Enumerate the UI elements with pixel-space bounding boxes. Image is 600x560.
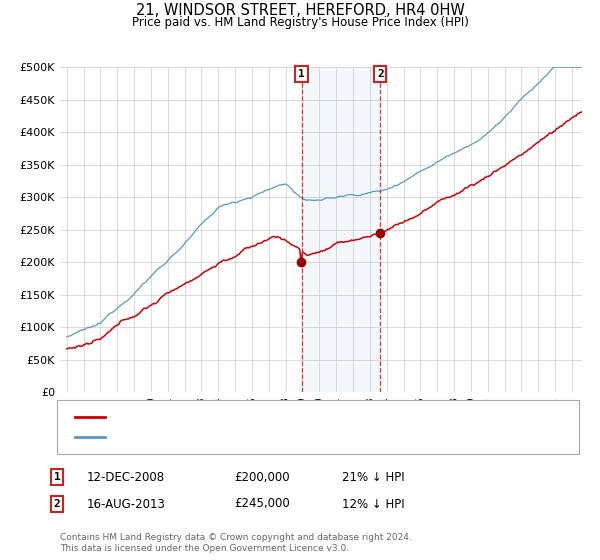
Text: 21, WINDSOR STREET, HEREFORD, HR4 0HW (detached house): 21, WINDSOR STREET, HEREFORD, HR4 0HW (d…: [111, 412, 457, 422]
Text: 21, WINDSOR STREET, HEREFORD, HR4 0HW: 21, WINDSOR STREET, HEREFORD, HR4 0HW: [136, 3, 464, 18]
Text: £245,000: £245,000: [234, 497, 290, 511]
Text: 1: 1: [53, 472, 61, 482]
Text: £200,000: £200,000: [234, 470, 290, 484]
Text: Contains HM Land Registry data © Crown copyright and database right 2024.
This d: Contains HM Land Registry data © Crown c…: [60, 533, 412, 553]
Text: 16-AUG-2013: 16-AUG-2013: [87, 497, 166, 511]
Text: 12% ↓ HPI: 12% ↓ HPI: [342, 497, 404, 511]
Text: 2: 2: [377, 69, 383, 79]
Text: Price paid vs. HM Land Registry's House Price Index (HPI): Price paid vs. HM Land Registry's House …: [131, 16, 469, 29]
Text: 21% ↓ HPI: 21% ↓ HPI: [342, 470, 404, 484]
Text: 1: 1: [298, 69, 305, 79]
Text: 2: 2: [53, 499, 61, 509]
Bar: [302, 67, 380, 392]
Text: 12-DEC-2008: 12-DEC-2008: [87, 470, 165, 484]
Text: HPI: Average price, detached house, Herefordshire: HPI: Average price, detached house, Here…: [111, 432, 388, 442]
